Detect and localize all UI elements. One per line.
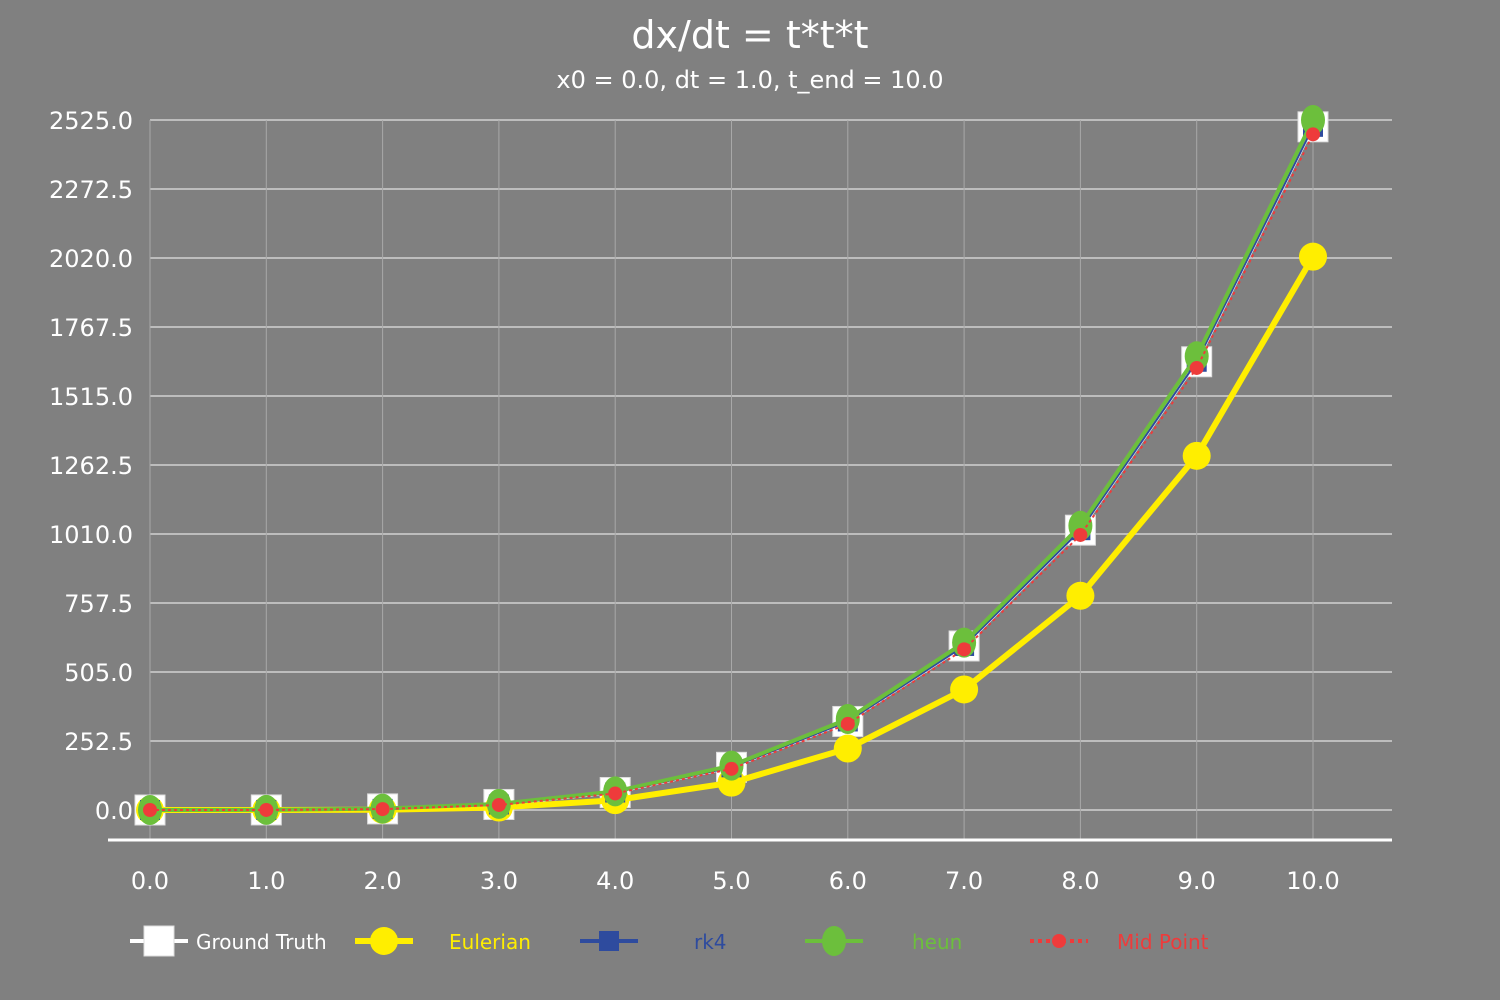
series-mid-point [143,127,1320,817]
data-point [375,802,390,817]
legend-entry-rk4: rk4 [580,930,727,954]
legend-label: heun [912,930,962,954]
legend-swatch-marker [599,931,619,951]
legend-label: rk4 [694,930,727,954]
x-tick-label: 7.0 [945,867,983,895]
legend-entry-heun: heun [805,926,962,956]
legend-label: Eulerian [449,930,531,954]
y-tick-label: 505.0 [64,659,133,687]
legend-swatch-marker [822,926,846,956]
chart-subtitle: x0 = 0.0, dt = 1.0, t_end = 10.0 [556,66,943,94]
data-point [1182,441,1211,470]
legend-entry-eulerian: Eulerian [355,927,531,955]
y-tick-label: 252.5 [64,728,133,756]
data-point [608,786,623,801]
y-tick-label: 2272.5 [49,176,133,204]
y-tick-label: 0.0 [95,797,133,825]
data-point [1184,341,1209,372]
legend-entry-ground-truth: Ground Truth [130,925,327,957]
data-point [143,803,157,817]
legend-label: Mid Point [1117,930,1209,954]
grid [149,119,1392,840]
x-tick-label: 9.0 [1178,867,1216,895]
x-tick-label: 2.0 [364,867,402,895]
data-point [1299,242,1327,271]
y-tick-label: 1010.0 [49,521,133,549]
x-tick-label: 0.0 [131,867,169,895]
data-point [833,734,862,763]
data-point [840,716,855,731]
legend-swatch-marker [370,927,398,955]
data-point [950,675,979,704]
axes: 0.0 252.5 505.0 757.5 1010.0 1262.5 1515.0 1767… [49,107,1392,895]
y-tick-label: 757.5 [64,590,133,618]
data-point [1073,527,1088,542]
y-tick-label: 2525.0 [49,107,133,135]
data-point [724,761,739,776]
data-point [1066,581,1095,610]
data-point [491,797,506,812]
y-tick-label: 1515.0 [49,383,133,411]
x-tick-label: 5.0 [712,867,750,895]
data-point [1189,360,1204,375]
x-tick-label: 4.0 [596,867,634,895]
legend-label: Ground Truth [196,930,327,954]
data-point [1306,127,1320,142]
series-layer [134,105,1329,826]
legend-swatch-marker [143,925,175,957]
y-tick-label: 2020.0 [49,245,133,273]
data-point [259,802,274,817]
x-tick-label: 3.0 [480,867,518,895]
x-tick-label: 10.0 [1286,867,1339,895]
chart-title: dx/dt = t*t*t [631,13,868,57]
legend-swatch-marker [1052,934,1066,948]
y-tick-label: 1262.5 [49,452,133,480]
y-tick-label: 1767.5 [49,314,133,342]
data-point [1301,105,1325,135]
x-tick-label: 8.0 [1061,867,1099,895]
x-tick-label: 6.0 [829,867,867,895]
legend-entry-mid-point: Mid Point [1030,930,1209,954]
legend: Ground Truth Eulerian rk4 heun Mid Point [130,925,1209,957]
data-point [957,642,972,657]
x-tick-label: 1.0 [247,867,285,895]
